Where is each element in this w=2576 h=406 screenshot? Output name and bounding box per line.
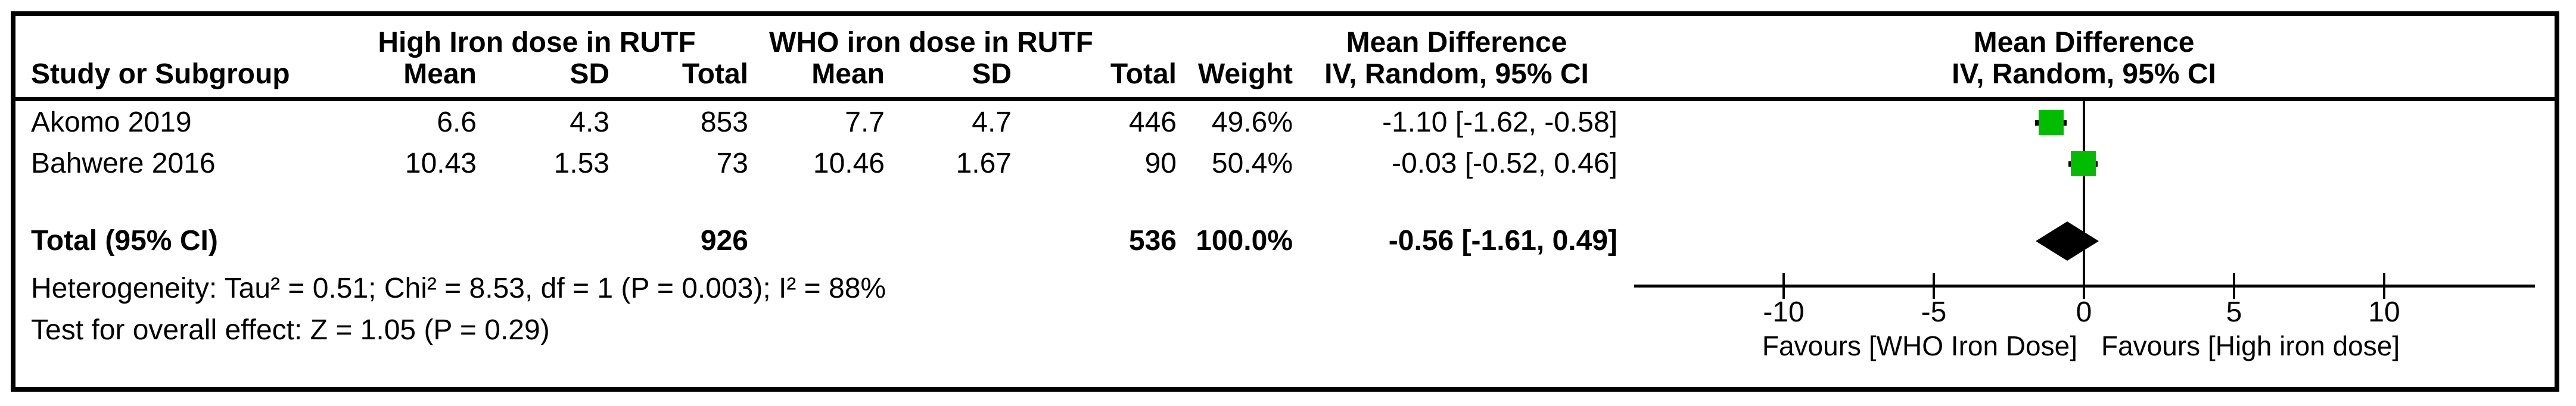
group2-sd-header: SD [972,58,1012,90]
plot-header-line1: Mean Difference [1973,27,2195,58]
tick-label-neg10: -10 [1763,296,1805,328]
total-weight-cell: 100.0% [1196,225,1293,257]
weight-cell: 50.4% [1211,148,1293,179]
tick-label-neg5: -5 [1921,296,1947,328]
favours-left-label: Favours [WHO Iron Dose] [1762,330,2077,361]
zero-effect-line [2083,101,2085,286]
total1-cell: 73 [716,148,748,179]
group2-header: WHO iron dose in RUTF [769,27,1093,58]
sd2-cell: 4.7 [972,107,1012,138]
figure-border [11,11,2559,392]
group1-header: High Iron dose in RUTF [378,27,696,58]
total2-cell: 90 [1144,148,1177,179]
mean2-cell: 10.46 [813,148,885,179]
ci-text-cell: -1.10 [-1.62, -0.58] [1382,107,1617,138]
tick-label-pos10: 10 [2368,296,2400,328]
overall-effect-note: Test for overall effect: Z = 1.05 (P = 0… [31,314,550,346]
effect-column-header-line1: Mean Difference [1346,27,1567,58]
total1-cell: 853 [700,107,748,138]
header-separator-line [15,97,2556,101]
sd1-cell: 4.3 [570,107,609,138]
study-name: Bahwere 2016 [31,148,216,179]
total2-sum-cell: 536 [1128,225,1177,257]
group1-mean-header: Mean [403,58,477,90]
group1-total-header: Total [682,58,748,90]
total1-sum-cell: 926 [700,225,748,257]
tick-mark-zero [2083,273,2085,299]
total-row-label: Total (95% CI) [31,225,218,257]
study-column-header: Study or Subgroup [31,58,290,90]
study-marker-akomo [2039,110,2064,135]
total-ci-cell: -0.56 [-1.61, 0.49] [1388,225,1617,257]
mean1-cell: 6.6 [437,107,477,138]
ci-text-cell: -0.03 [-0.52, 0.46] [1392,148,1617,179]
tick-label-pos5: 5 [2226,296,2242,328]
group2-mean-header: Mean [811,58,885,90]
tick-mark-neg5 [1933,273,1935,299]
study-marker-bahwere [2071,151,2096,176]
plot-header-line2: IV, Random, 95% CI [1952,58,2216,90]
total2-cell: 446 [1128,107,1177,138]
favours-right-label: Favours [High iron dose] [2101,330,2400,361]
tick-mark-pos5 [2233,273,2235,299]
tick-mark-pos10 [2383,273,2385,299]
effect-column-header-line2: IV, Random, 95% CI [1324,58,1589,90]
tick-mark-neg10 [1782,273,1785,299]
mean1-cell: 10.43 [405,148,477,179]
sd2-cell: 1.67 [956,148,1012,179]
weight-cell: 49.6% [1211,107,1293,138]
weight-column-header: Weight [1197,58,1293,90]
group2-total-header: Total [1110,58,1177,90]
study-name: Akomo 2019 [31,107,192,138]
group1-sd-header: SD [570,58,609,90]
sd1-cell: 1.53 [553,148,609,179]
heterogeneity-note: Heterogeneity: Tau² = 0.51; Chi² = 8.53,… [31,273,886,304]
tick-label-zero: 0 [2076,296,2092,328]
mean2-cell: 7.7 [845,107,885,138]
